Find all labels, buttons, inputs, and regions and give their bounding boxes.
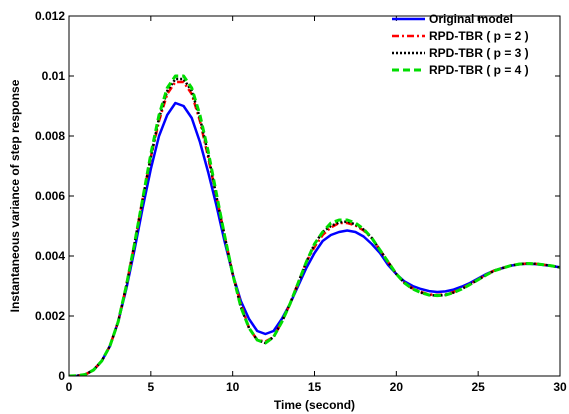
- x-tick-label: 0: [66, 380, 73, 394]
- plot-content: [69, 74, 560, 376]
- series-line-4: [69, 74, 560, 376]
- axes-layer: 0 5 10 15 20 25 30 0 0.002 0.004 0.006 0.008 0.01 0.0…: [35, 9, 567, 394]
- y-tick-label: 0.006: [35, 189, 65, 203]
- legend: Original model RPD-TBR ( p = 2 ) RPD-TBR (…: [392, 12, 529, 77]
- legend-label-1: Original model: [429, 12, 513, 26]
- x-tick-label: 25: [471, 380, 485, 394]
- x-tick-label: 10: [226, 380, 240, 394]
- y-axis-label: Instantaneous variance of step response: [8, 79, 22, 312]
- x-tick-label: 5: [147, 380, 154, 394]
- y-tick-label: 0.008: [35, 129, 65, 143]
- y-tick-label: 0.012: [35, 9, 65, 23]
- legend-label-2: RPD-TBR ( p = 2 ): [429, 29, 529, 43]
- legend-label-3: RPD-TBR ( p = 3 ): [429, 46, 529, 60]
- y-tick-label: 0: [58, 369, 65, 383]
- legend-label-4: RPD-TBR ( p = 4 ): [429, 63, 529, 77]
- y-tick-label: 0.01: [42, 69, 66, 83]
- x-axis-label: Time (second): [274, 398, 355, 412]
- y-tick-label: 0.004: [35, 249, 65, 263]
- x-tick-label: 20: [390, 380, 404, 394]
- x-tick-label: 15: [308, 380, 322, 394]
- y-tick-label: 0.002: [35, 309, 65, 323]
- x-tick-label: 30: [553, 380, 567, 394]
